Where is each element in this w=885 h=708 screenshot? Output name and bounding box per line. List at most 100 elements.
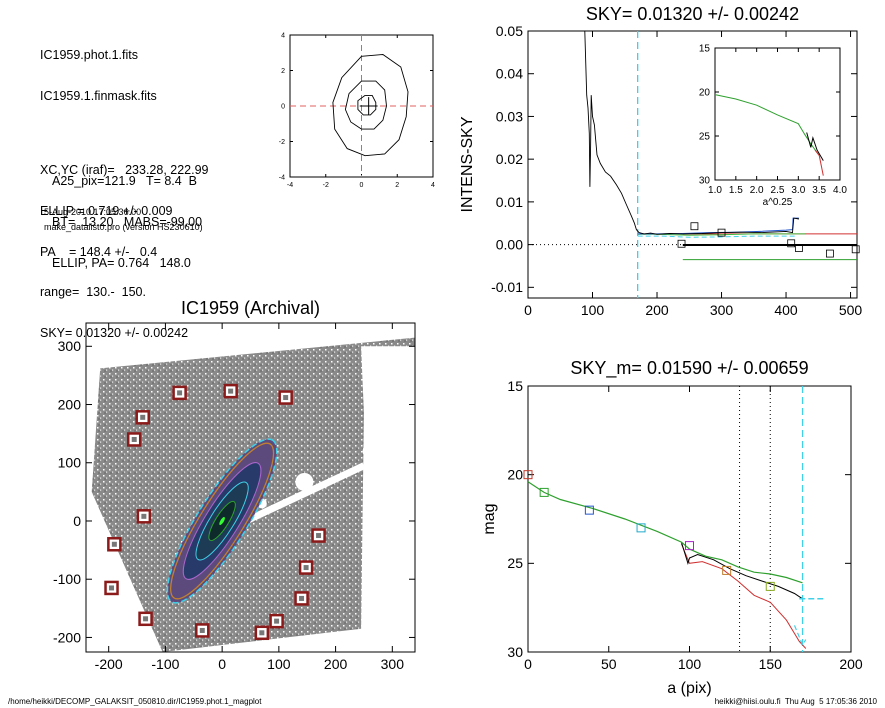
sky-cyan-line <box>637 235 796 238</box>
contour-line <box>357 94 377 116</box>
sky-y-tick-label: 0.00 <box>496 237 523 253</box>
mag-square-marker <box>523 470 533 480</box>
sky-y-tick-label: -0.01 <box>491 279 523 295</box>
image-star-mask <box>362 444 377 459</box>
mag-red-line <box>680 543 807 649</box>
info-line: BT= 13.20 MABS=-99.00 <box>52 214 203 229</box>
contour-y-tick-label: 0 <box>281 103 285 110</box>
image-x-tick-label: 300 <box>381 656 405 672</box>
mag-square-marker <box>722 565 732 575</box>
sky-profile-line <box>584 30 799 235</box>
contour-x-tick-label: 2 <box>395 182 399 189</box>
mag-y-tick-label: 20 <box>507 467 523 483</box>
sky-y-label: INTENS-SKY <box>459 116 476 212</box>
mag-square-marker <box>636 523 646 533</box>
contour-x-tick-label: -4 <box>287 182 293 189</box>
sky-frame <box>527 30 858 299</box>
sky-box-core <box>303 565 309 571</box>
mag-y-tick-label: 25 <box>507 555 523 571</box>
sky-x-tick-label: 500 <box>839 302 863 318</box>
image-x-tick-label: -100 <box>151 656 179 672</box>
footer-path: /home/heikki/DECOMP_GALAKSIT_050810.dir/… <box>8 697 262 706</box>
sky-box-core <box>141 513 147 519</box>
sky-y-tick-label: 0.03 <box>496 108 523 124</box>
mag-cyan-line <box>793 625 807 647</box>
mag-y-tick-label: 15 <box>507 378 523 394</box>
image-y-tick-label: 0 <box>73 513 81 529</box>
image-streak <box>231 462 366 530</box>
sky-box-core <box>177 390 183 396</box>
inset-x-label: a^0.25 <box>763 197 793 208</box>
sky-box-core <box>299 595 305 601</box>
sky-square-marker <box>826 249 834 258</box>
mag-square-marker <box>685 541 694 551</box>
contour-y-tick-label: -4 <box>279 174 285 181</box>
contour-x-tick-label: 0 <box>360 182 364 189</box>
mag-square-marker <box>539 487 549 497</box>
sky-square-marker <box>795 244 803 252</box>
sky-box-core <box>111 541 117 547</box>
mag-x-tick-label: 100 <box>678 656 702 672</box>
sky-x-tick-label: 200 <box>645 302 669 318</box>
info-line: ELLIP = 0.719 +/- 0.009 <box>40 203 173 218</box>
sky-box-core <box>274 618 280 624</box>
inset-x-tick-label: 3.5 <box>812 185 826 196</box>
mag-x-tick-label: 0 <box>524 656 532 672</box>
sky-x-tick-label: 300 <box>710 302 734 318</box>
inset-x-tick-label: 1.5 <box>729 185 743 196</box>
info-line: IC1959.phot.1.fits <box>40 48 138 63</box>
info-line: XC,YC (iraf)= 233.28, 222.99 <box>40 162 209 177</box>
inset-frame <box>714 47 841 181</box>
galaxy-group <box>166 438 278 604</box>
sky-x-tick-label: 100 <box>581 302 605 318</box>
info-block-2: A25_pix=121.9 T= 8.4 B BT= 13.20 MABS=-9… <box>52 148 202 284</box>
sky-y-tick-label: 0.04 <box>496 66 523 82</box>
image-y-tick-label: 100 <box>58 455 82 471</box>
inset-y-tick-label: 15 <box>699 44 711 55</box>
sky-box-core <box>131 436 137 442</box>
inset-y-tick-label: 25 <box>699 132 711 143</box>
info-line: ELLIP, PA= 0.764 148.0 <box>52 255 191 270</box>
info-block: IC1959.phot.1.fits IC1959.1.finmask.fits… <box>40 22 209 354</box>
info-line: PA = 148.4 +/- 0.4 <box>40 244 158 259</box>
image-x-tick-label: 200 <box>324 656 348 672</box>
image-y-tick-label: -100 <box>53 571 81 587</box>
inset-x-tick-label: 4.0 <box>833 185 847 196</box>
sky-x-tick-label: 400 <box>774 302 798 318</box>
mag-y-label: mag <box>481 503 498 534</box>
contour-x-tick-label: 4 <box>431 182 435 189</box>
mag-x-tick-label: 150 <box>759 656 783 672</box>
galaxy-ellipse-fit <box>169 442 275 600</box>
image-x-tick-label: 100 <box>267 656 291 672</box>
sky-title: SKY= 0.01320 +/- 0.00242 <box>586 4 799 24</box>
sky-x-tick-label: 0 <box>524 302 532 318</box>
image-y-tick-label: -200 <box>53 629 81 645</box>
sky-y-tick-label: 0.05 <box>496 23 523 39</box>
sky-box-core <box>283 395 289 401</box>
info-line: range= 130.- 150. <box>40 285 146 300</box>
image-title: IC1959 (Archival) <box>181 298 320 318</box>
mag-x-tick-label: 50 <box>601 656 617 672</box>
contour-x-tick-label: -2 <box>323 182 329 189</box>
mag-x-tick-label: 200 <box>839 656 863 672</box>
contour-y-tick-label: 4 <box>281 32 285 39</box>
sky-box-core <box>316 533 322 539</box>
inset-y-tick-label: 30 <box>699 176 711 187</box>
image-star-mask <box>295 472 314 491</box>
mag-black-line <box>680 541 803 600</box>
date-stamp: 5-Aug-2010 17:05:36.00 <box>44 207 142 217</box>
mag-y-tick-label: 30 <box>507 644 523 660</box>
contour-line <box>344 80 387 130</box>
info-line: A25_pix=121.9 T= 8.4 B <box>52 174 198 189</box>
sky-box-core <box>140 414 146 420</box>
image-frame <box>85 322 416 653</box>
info-line: IC1959.1.finmask.fits <box>40 88 157 103</box>
sky-y-tick-label: 0.01 <box>496 194 523 210</box>
sky-box-core <box>259 630 265 636</box>
mag-x-label: a (pix) <box>667 680 711 697</box>
image-x-tick-label: 0 <box>218 656 226 672</box>
inset-x-tick-label: 2.5 <box>771 185 785 196</box>
mag-green-line <box>527 481 803 584</box>
footer-user: heikki@hiisi.oulu.fi Thu Aug 5 17:05:36 … <box>714 697 877 706</box>
